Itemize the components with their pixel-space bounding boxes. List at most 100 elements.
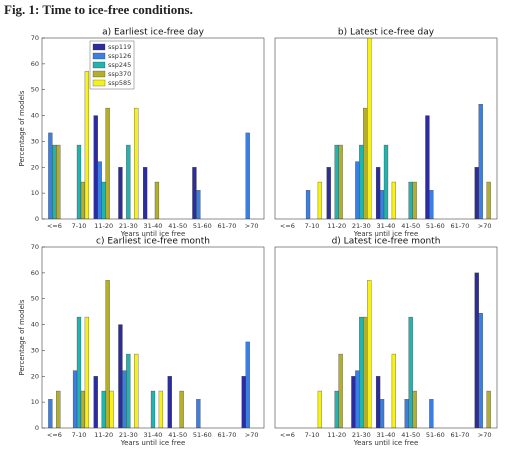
x-axis-label: Years until ice free xyxy=(353,439,419,447)
bar xyxy=(167,376,172,428)
axes-frame xyxy=(274,246,498,429)
bar xyxy=(367,38,372,219)
bar xyxy=(375,167,381,219)
bar xyxy=(97,161,102,219)
x-tick-label: 11-20 xyxy=(327,222,346,230)
bar xyxy=(245,132,250,219)
legend-swatch xyxy=(92,52,106,60)
legend-label: ssp245 xyxy=(108,61,131,69)
x-tick-label: 7-10 xyxy=(305,222,320,230)
x-axis-label: Years until ice free xyxy=(120,230,186,238)
x-tick-label: 21-30 xyxy=(352,222,371,230)
x-tick-label: 41-50 xyxy=(401,222,420,230)
axes-frame xyxy=(41,37,265,220)
y-tick-label: 20 xyxy=(31,372,39,380)
bar xyxy=(84,71,90,219)
y-tick-label: 70 xyxy=(31,243,39,251)
y-tick-label: 0 xyxy=(35,424,39,432)
y-tick-label: 50 xyxy=(31,295,39,303)
bar xyxy=(154,181,160,219)
chart-title: c) Earliest ice-free month xyxy=(96,237,210,247)
bar xyxy=(429,399,434,428)
bar xyxy=(334,390,339,428)
x-axis-label: Years until ice free xyxy=(120,439,186,447)
bar xyxy=(196,190,201,219)
bar xyxy=(93,115,98,219)
bar xyxy=(379,190,385,219)
x-tick-label: 41-50 xyxy=(168,431,187,439)
bar xyxy=(486,181,491,219)
bars xyxy=(48,280,250,428)
bar xyxy=(72,370,78,428)
bar xyxy=(379,399,385,428)
bar xyxy=(355,161,360,219)
bar xyxy=(383,144,389,219)
x-tick-label: 61-70 xyxy=(218,431,237,439)
bar xyxy=(375,376,381,428)
bar xyxy=(48,132,53,219)
y-tick-label: 30 xyxy=(31,137,39,145)
x-tick-label: 41-50 xyxy=(401,431,420,439)
x-tick-label: 51-60 xyxy=(193,222,212,230)
figure-title: Fig. 1: Time to ice-free conditions. xyxy=(4,2,193,17)
bar xyxy=(56,390,61,428)
bar xyxy=(474,167,479,219)
bar xyxy=(478,104,483,219)
x-tick-label: 51-60 xyxy=(426,431,445,439)
y-tick-label: 50 xyxy=(31,86,39,94)
bar xyxy=(338,353,343,428)
bar xyxy=(179,390,184,428)
bar xyxy=(391,353,397,428)
bar xyxy=(363,107,368,219)
y-tick-label: 40 xyxy=(31,321,39,329)
legend-label: ssp585 xyxy=(108,79,131,87)
x-tick-label: >70 xyxy=(245,431,259,439)
bar xyxy=(56,144,61,219)
bar xyxy=(326,167,331,219)
bar xyxy=(241,376,246,428)
bar xyxy=(48,399,53,428)
bar xyxy=(118,324,123,428)
bar xyxy=(338,144,343,219)
bar xyxy=(305,190,311,219)
legend-label: ssp119 xyxy=(108,43,131,51)
bar xyxy=(105,107,110,219)
x-tick-label: 21-30 xyxy=(352,431,371,439)
bars xyxy=(48,71,250,219)
y-axis-label: Percentage of models xyxy=(18,299,26,375)
y-tick-label: 0 xyxy=(35,215,39,223)
x-tick-label: <=6 xyxy=(47,431,62,439)
bar xyxy=(355,370,360,428)
x-tick-label: >70 xyxy=(245,222,259,230)
bar xyxy=(391,181,397,219)
bar xyxy=(429,190,434,219)
x-tick-label: 11-20 xyxy=(94,222,113,230)
y-tick-label: 60 xyxy=(31,60,39,68)
bar xyxy=(101,181,106,219)
x-tick-label: <=6 xyxy=(280,431,295,439)
x-tick-label: 31-40 xyxy=(377,431,396,439)
x-tick-label: 31-40 xyxy=(377,222,396,230)
bar xyxy=(142,167,148,219)
x-tick-label: 11-20 xyxy=(94,431,113,439)
bar xyxy=(317,181,323,219)
y-axis-label: Percentage of models xyxy=(18,90,26,166)
bar xyxy=(359,144,364,219)
x-tick-label: 41-50 xyxy=(168,222,187,230)
bar xyxy=(412,181,417,219)
bar xyxy=(474,272,479,428)
axes-frame xyxy=(41,246,265,429)
x-tick-label: 61-70 xyxy=(451,431,470,439)
x-tick-label: 61-70 xyxy=(218,222,237,230)
x-tick-label: 21-30 xyxy=(119,222,138,230)
x-tick-label: >70 xyxy=(478,431,492,439)
bar xyxy=(359,316,364,428)
bar xyxy=(80,181,86,219)
bar xyxy=(351,376,356,428)
bar xyxy=(80,390,86,428)
bar xyxy=(93,376,98,428)
bar xyxy=(126,144,131,219)
axes-frame xyxy=(274,37,498,220)
x-tick-label: <=6 xyxy=(47,222,62,230)
bar xyxy=(118,167,123,219)
